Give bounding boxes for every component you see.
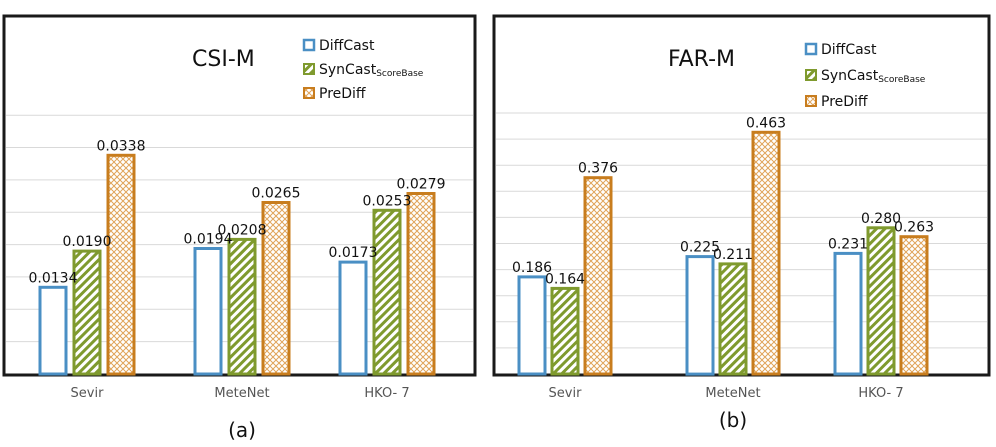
legend-item-syncast-b: SynCastScoreBase [805,68,926,85]
bar-syncast-sevir [550,286,580,376]
legend-label-diffcast-b: DiffCast [821,42,877,58]
value-label: 0.0265 [252,186,301,202]
legend-item-prediff-a: PreDiff [303,86,366,102]
legend-item-diffcast-a: DiffCast [302,38,375,54]
legend-swatch-prediff-b [805,95,817,107]
category-label: HKO- 7 [364,386,409,401]
legend-b: DiffCast SynCastScoreBase PreDiff [804,42,926,110]
value-label: 0.0208 [218,222,267,238]
legend-a: DiffCast SynCastScoreBase PreDiff [302,38,424,102]
category-label: MeteNet [214,386,269,401]
bar-diffcast-hko7 [338,260,368,376]
value-label: 0.186 [512,260,552,276]
bar-prediff-hko7 [406,192,436,376]
bar-prediff-hko7 [899,235,929,376]
panel-csi-m: CSI-M DiffCast SynCastScoreBase PreDiff … [2,14,477,442]
legend-label-prediff-a: PreDiff [319,86,366,102]
legend-syncast-sub-a: ScoreBase [376,69,424,79]
bar-diffcast-metenet [685,255,715,376]
panel-caption-b: (b) [719,408,747,432]
legend-label-diffcast-a: DiffCast [319,38,375,54]
value-label: 0.0194 [184,232,233,248]
legend-item-syncast-a: SynCastScoreBase [303,62,424,79]
panel-caption-a: (a) [228,418,256,442]
legend-label-prediff-b: PreDiff [821,94,868,110]
bar-syncast-metenet [718,262,748,376]
legend-label-syncast-a: SynCastScoreBase [319,62,424,79]
legend-label-syncast-b: SynCastScoreBase [821,68,926,85]
value-label: 0.225 [680,240,720,256]
bar-prediff-metenet [261,201,291,376]
category-label: Sevir [71,386,105,401]
panel-title-b: FAR-M [668,47,735,72]
bar-syncast-hko7 [866,226,896,376]
value-label: 0.0279 [397,177,446,193]
value-label: 0.376 [578,161,618,177]
bar-diffcast-sevir [38,285,68,376]
bar-prediff-metenet [751,130,781,376]
panel-title-a: CSI-M [192,47,255,72]
value-label: 0.463 [746,115,786,131]
category-labels-b: Sevir MeteNet HKO- 7 [549,386,904,401]
legend-item-prediff-b: PreDiff [805,94,868,110]
value-label: 0.0338 [97,138,146,154]
category-label: Sevir [549,386,583,401]
legend-swatch-prediff-a [303,87,315,99]
bar-diffcast-metenet [193,247,223,376]
legend-item-diffcast-b: DiffCast [804,42,877,58]
bar-syncast-metenet [227,237,257,376]
value-label: 0.263 [894,220,934,236]
bar-syncast-sevir [72,249,102,376]
bar-prediff-sevir [583,176,613,376]
legend-swatch-diffcast-b [804,42,818,56]
legend-swatch-syncast-b [805,69,817,81]
bar-diffcast-sevir [517,275,547,376]
value-label: 0.211 [713,247,753,263]
value-label: 0.164 [545,271,585,287]
category-labels-a: Sevir MeteNet HKO- 7 [71,386,410,401]
bar-diffcast-hko7 [833,251,863,376]
legend-swatch-syncast-a [303,63,315,75]
value-label: 0.231 [828,236,868,252]
legend-syncast-name-b: SynCast [821,68,879,84]
bars-a [38,153,436,376]
value-label: 0.280 [861,211,901,227]
legend-swatch-diffcast-a [302,38,316,52]
value-label: 0.0173 [329,245,378,261]
value-label: 0.0190 [63,234,112,250]
bar-prediff-sevir [106,153,136,376]
bars-b [517,130,929,376]
value-label: 0.0253 [363,193,412,209]
panel-far-m: FAR-M DiffCast SynCastScoreBase PreDiff … [492,14,991,432]
category-label: HKO- 7 [858,386,903,401]
legend-syncast-name-a: SynCast [319,62,377,78]
legend-syncast-sub-b: ScoreBase [878,75,926,85]
bar-syncast-hko7 [372,208,402,376]
category-label: MeteNet [705,386,760,401]
value-label: 0.0134 [29,270,78,286]
